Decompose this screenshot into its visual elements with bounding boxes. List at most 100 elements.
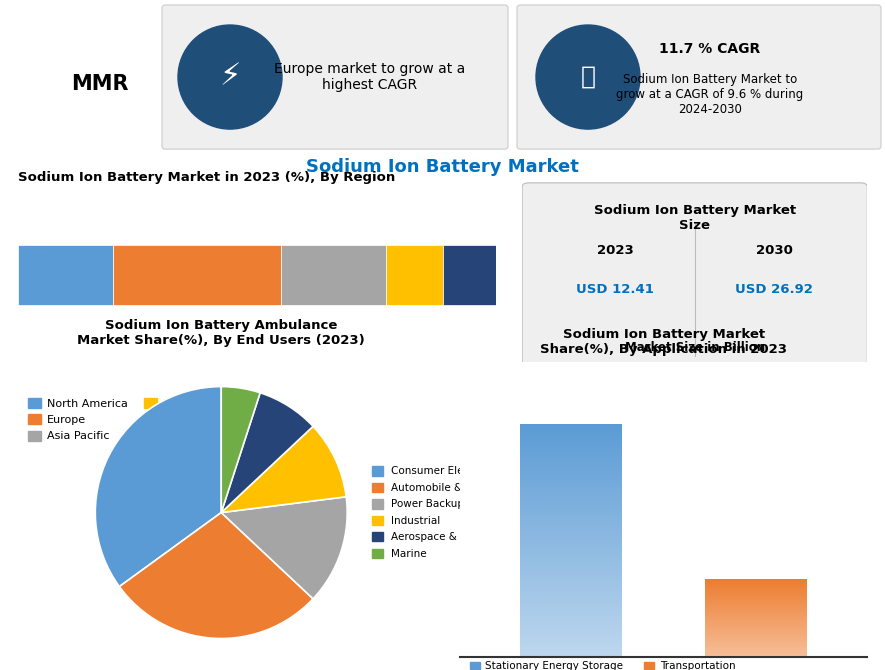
- Bar: [520, 592, 622, 593]
- Bar: [520, 501, 622, 503]
- Bar: [520, 484, 622, 486]
- Wedge shape: [221, 426, 346, 513]
- Bar: [520, 576, 622, 578]
- Bar: [520, 567, 622, 568]
- Bar: [520, 488, 622, 489]
- Bar: [520, 425, 622, 427]
- Bar: [520, 545, 622, 547]
- Bar: [520, 436, 622, 438]
- Bar: [520, 528, 622, 529]
- Bar: [520, 508, 622, 509]
- Bar: [520, 579, 622, 581]
- Bar: [520, 478, 622, 480]
- Bar: [520, 515, 622, 517]
- Bar: [520, 449, 622, 450]
- Bar: [443, 245, 496, 305]
- Bar: [520, 604, 622, 606]
- Text: Europe market to grow at a
highest CAGR: Europe market to grow at a highest CAGR: [274, 62, 466, 92]
- Bar: [520, 470, 622, 472]
- Wedge shape: [221, 393, 313, 513]
- Bar: [520, 505, 622, 506]
- Bar: [520, 452, 622, 454]
- Wedge shape: [221, 496, 347, 599]
- Bar: [520, 622, 622, 624]
- FancyBboxPatch shape: [162, 5, 508, 149]
- Title: Sodium Ion Battery Ambulance
Market Share(%), By End Users (2023): Sodium Ion Battery Ambulance Market Shar…: [77, 319, 366, 347]
- Bar: [520, 633, 622, 635]
- Bar: [520, 519, 622, 520]
- Bar: [520, 542, 622, 543]
- Bar: [520, 612, 622, 613]
- Text: USD 12.41: USD 12.41: [576, 283, 654, 296]
- Bar: [520, 494, 622, 495]
- Bar: [520, 461, 622, 463]
- Circle shape: [536, 25, 640, 129]
- Bar: [520, 492, 622, 494]
- Bar: [520, 495, 622, 496]
- Bar: [520, 649, 622, 651]
- FancyBboxPatch shape: [517, 5, 881, 149]
- Text: USD 26.92: USD 26.92: [735, 283, 813, 296]
- Bar: [520, 570, 622, 572]
- Wedge shape: [96, 387, 221, 587]
- Bar: [520, 581, 622, 582]
- Legend: Consumer Electronic Devices, Automobile & Transportation, Power Backup, Industri: Consumer Electronic Devices, Automobile …: [368, 462, 548, 563]
- Bar: [520, 435, 622, 436]
- Text: Sodium Ion Battery Market
Size: Sodium Ion Battery Market Size: [594, 204, 796, 232]
- Bar: [520, 447, 622, 449]
- Bar: [520, 590, 622, 592]
- Bar: [520, 588, 622, 590]
- Bar: [520, 565, 622, 567]
- Bar: [520, 553, 622, 554]
- Bar: [520, 500, 622, 501]
- Bar: [18, 245, 113, 305]
- Bar: [520, 503, 622, 505]
- Bar: [520, 593, 622, 594]
- Bar: [520, 458, 622, 460]
- Bar: [520, 652, 622, 653]
- Bar: [520, 464, 622, 466]
- Bar: [520, 598, 622, 599]
- Bar: [520, 655, 622, 657]
- Bar: [520, 446, 622, 447]
- Bar: [520, 572, 622, 573]
- Bar: [520, 433, 622, 435]
- Legend: Stationary Energy Storage, Transportation: Stationary Energy Storage, Transportatio…: [466, 657, 740, 670]
- Bar: [520, 651, 622, 652]
- Bar: [520, 514, 622, 515]
- Wedge shape: [119, 513, 313, 639]
- Bar: [520, 460, 622, 461]
- Bar: [520, 587, 622, 588]
- Bar: [520, 614, 622, 616]
- Bar: [520, 533, 622, 534]
- Bar: [520, 596, 622, 598]
- Bar: [520, 475, 622, 476]
- Bar: [520, 429, 622, 430]
- Text: 11.7 % CAGR: 11.7 % CAGR: [659, 42, 760, 56]
- Bar: [520, 455, 622, 456]
- Bar: [520, 472, 622, 474]
- Bar: [520, 573, 622, 574]
- Bar: [520, 585, 622, 587]
- Bar: [520, 647, 622, 649]
- Text: MMR: MMR: [72, 74, 128, 94]
- Bar: [520, 539, 622, 540]
- Bar: [520, 441, 622, 442]
- Text: Sodium Ion Battery Market to
grow at a CAGR of 9.6 % during
2024-2030: Sodium Ion Battery Market to grow at a C…: [616, 72, 804, 115]
- Bar: [520, 483, 622, 484]
- Bar: [520, 618, 622, 619]
- Bar: [520, 496, 622, 498]
- Bar: [520, 562, 622, 563]
- Bar: [520, 442, 622, 444]
- Bar: [520, 469, 622, 470]
- Bar: [520, 624, 622, 626]
- Bar: [520, 636, 622, 638]
- Bar: [520, 621, 622, 622]
- Bar: [520, 641, 622, 643]
- Bar: [520, 511, 622, 513]
- Text: Sodium Ion Battery Market: Sodium Ion Battery Market: [306, 159, 579, 176]
- Text: 🔥: 🔥: [581, 65, 596, 89]
- Bar: [520, 632, 622, 633]
- Bar: [520, 480, 622, 481]
- Bar: [520, 602, 622, 604]
